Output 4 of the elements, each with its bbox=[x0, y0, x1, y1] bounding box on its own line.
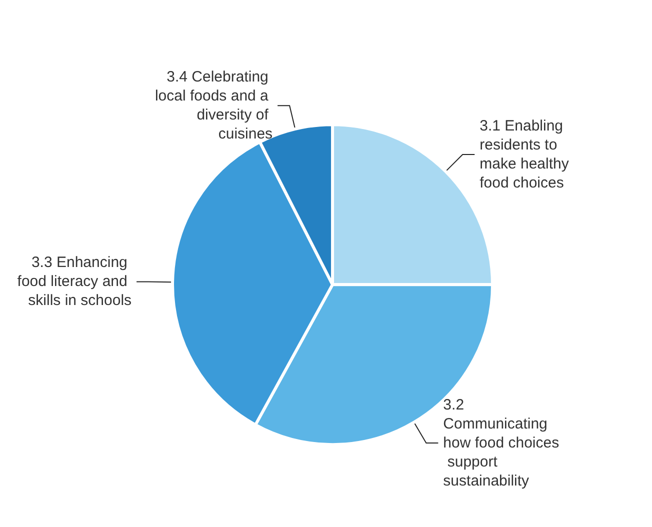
slice-label: 3.3 Enhancing food literacy and skills in schools bbox=[17, 254, 132, 310]
slice-label: 3.4 Celebrating local foods and a diversity of cuisines bbox=[154, 68, 273, 143]
slice-label: 3.2 Communicating how food choices support sustainability bbox=[443, 396, 560, 490]
slice-label: 3.1 Enabling residents to make healthy food choices bbox=[480, 117, 574, 192]
